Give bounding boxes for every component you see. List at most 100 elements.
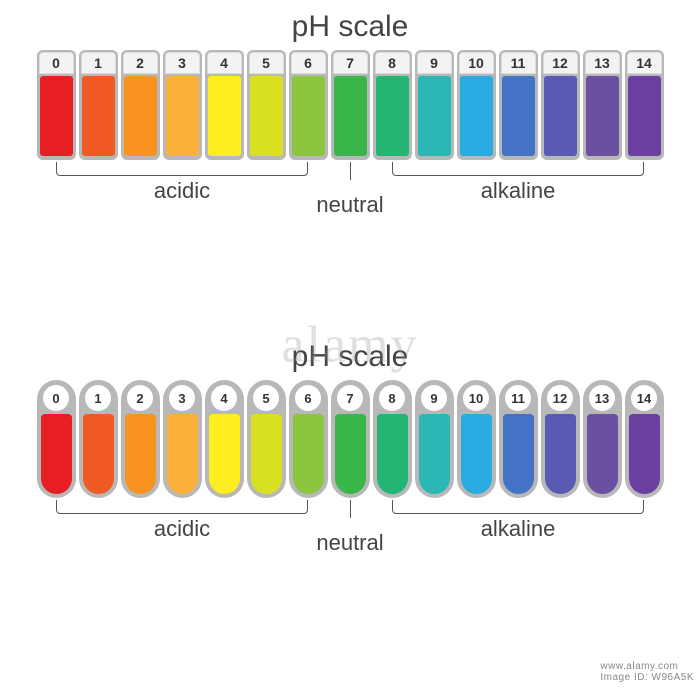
- ph-number: 13: [585, 52, 620, 74]
- ph-swatch: [125, 414, 156, 494]
- ph-swatch: [83, 414, 114, 494]
- ph-number: 2: [127, 385, 153, 411]
- ph-swatch: [586, 76, 619, 156]
- ph-cell-4: 4: [205, 50, 244, 160]
- title: pH scale: [30, 10, 670, 44]
- ph-number: 4: [211, 385, 237, 411]
- ph-number: 8: [375, 52, 410, 74]
- line-neutral: [350, 500, 351, 518]
- ph-number: 2: [123, 52, 158, 74]
- ph-swatch: [502, 76, 535, 156]
- watermark-id-label: Image ID:: [600, 672, 651, 683]
- ph-number: 6: [291, 52, 326, 74]
- ph-cell-12: 12: [541, 380, 580, 498]
- ph-cell-10: 10: [457, 50, 496, 160]
- ph-number: 4: [207, 52, 242, 74]
- ph-swatch: [124, 76, 157, 156]
- ph-number: 9: [421, 385, 447, 411]
- ph-swatch: [545, 414, 576, 494]
- ph-swatch: [628, 76, 661, 156]
- ph-cell-14: 14: [625, 380, 664, 498]
- label-neutral: neutral: [316, 530, 383, 556]
- ph-cell-13: 13: [583, 380, 622, 498]
- ph-cell-13: 13: [583, 50, 622, 160]
- ph-swatch: [250, 76, 283, 156]
- bracket-alkaline: [392, 500, 644, 514]
- ph-number: 13: [589, 385, 615, 411]
- ph-number: 0: [43, 385, 69, 411]
- ph-cell-8: 8: [373, 380, 412, 498]
- ph-number: 12: [547, 385, 573, 411]
- ph-number: 10: [463, 385, 489, 411]
- ph-number: 1: [81, 52, 116, 74]
- ph-scale-pill: pH scale 01234567891011121314 acidicneut…: [30, 340, 670, 570]
- ph-swatch: [544, 76, 577, 156]
- ph-swatch: [376, 76, 409, 156]
- ph-swatch: [334, 76, 367, 156]
- ph-number: 10: [459, 52, 494, 74]
- ph-swatch: [418, 76, 451, 156]
- ph-cell-11: 11: [499, 380, 538, 498]
- ph-number: 6: [295, 385, 321, 411]
- ph-cell-7: 7: [331, 50, 370, 160]
- ph-number: 12: [543, 52, 578, 74]
- ph-number: 7: [333, 52, 368, 74]
- ph-scale-rect: pH scale 01234567891011121314 acidicneut…: [30, 10, 670, 232]
- ph-cell-9: 9: [415, 50, 454, 160]
- ph-cell-7: 7: [331, 380, 370, 498]
- ph-number: 0: [39, 52, 74, 74]
- ph-cell-5: 5: [247, 380, 286, 498]
- ph-cell-2: 2: [121, 380, 160, 498]
- ph-swatch: [335, 414, 366, 494]
- ph-swatch: [292, 76, 325, 156]
- label-acidic: acidic: [154, 516, 210, 542]
- line-neutral: [350, 162, 351, 180]
- ph-swatch: [41, 414, 72, 494]
- ph-swatch: [166, 76, 199, 156]
- ph-number: 5: [249, 52, 284, 74]
- ph-cell-1: 1: [79, 380, 118, 498]
- ph-cell-5: 5: [247, 50, 286, 160]
- watermark-site: www.alamy.com: [600, 661, 678, 672]
- ph-number: 14: [627, 52, 662, 74]
- ph-number: 3: [165, 52, 200, 74]
- ph-swatch: [419, 414, 450, 494]
- ph-cell-10: 10: [457, 380, 496, 498]
- watermark-corner: www.alamy.com Image ID: W96A5K: [600, 661, 694, 683]
- ph-number: 1: [85, 385, 111, 411]
- ph-swatch: [629, 414, 660, 494]
- ph-cell-0: 0: [37, 380, 76, 498]
- ph-swatch: [293, 414, 324, 494]
- label-neutral: neutral: [316, 192, 383, 218]
- ph-cell-14: 14: [625, 50, 664, 160]
- label-alkaline: alkaline: [481, 516, 556, 542]
- swatch-row-rect: 01234567891011121314: [30, 50, 670, 160]
- ph-cell-12: 12: [541, 50, 580, 160]
- ph-swatch: [587, 414, 618, 494]
- ph-swatch: [82, 76, 115, 156]
- ph-cell-3: 3: [163, 50, 202, 160]
- ph-swatch: [377, 414, 408, 494]
- ph-cell-1: 1: [79, 50, 118, 160]
- ph-swatch: [460, 76, 493, 156]
- label-acidic: acidic: [154, 178, 210, 204]
- bracket-acidic: [56, 500, 308, 514]
- ph-cell-9: 9: [415, 380, 454, 498]
- ph-swatch: [503, 414, 534, 494]
- swatch-row-pill: 01234567891011121314: [30, 380, 670, 498]
- ph-swatch: [209, 414, 240, 494]
- ph-cell-0: 0: [37, 50, 76, 160]
- watermark-id: W96A5K: [652, 672, 694, 683]
- ph-number: 11: [501, 52, 536, 74]
- ph-cell-11: 11: [499, 50, 538, 160]
- title: pH scale: [30, 340, 670, 374]
- ph-number: 11: [505, 385, 531, 411]
- region-labels: acidicneutralalkaline: [30, 162, 670, 232]
- ph-cell-8: 8: [373, 50, 412, 160]
- ph-cell-2: 2: [121, 50, 160, 160]
- ph-swatch: [461, 414, 492, 494]
- ph-swatch: [251, 414, 282, 494]
- ph-swatch: [208, 76, 241, 156]
- ph-swatch: [40, 76, 73, 156]
- ph-number: 9: [417, 52, 452, 74]
